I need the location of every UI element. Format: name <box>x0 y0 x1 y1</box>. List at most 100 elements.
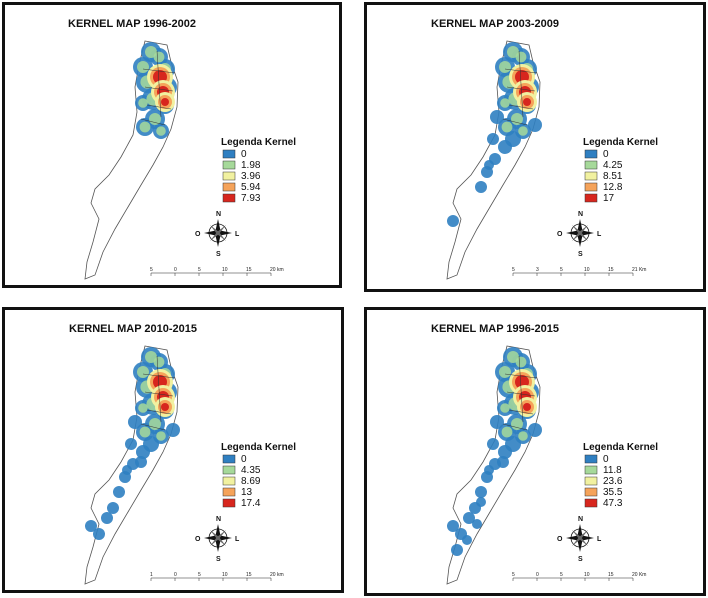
legend-swatch <box>584 465 598 475</box>
compass-label-l: L <box>235 536 240 543</box>
kernel-blob <box>161 98 169 106</box>
scale-label: 15 <box>246 572 252 578</box>
scale-label: 1 <box>150 572 153 578</box>
kernel-blob <box>451 544 463 556</box>
legend-label: 0 <box>603 454 609 465</box>
kernel-blob <box>490 110 504 124</box>
district-boundary <box>140 118 166 126</box>
kernel-blob <box>501 426 513 438</box>
kernel-blob <box>498 140 512 154</box>
legend-swatch <box>584 160 598 170</box>
kernel-blob <box>499 61 511 73</box>
compass-label-s: S <box>578 556 583 563</box>
kernel-blob <box>93 528 105 540</box>
legend-title: Legenda Kernel <box>221 442 296 453</box>
kernel-blob <box>476 497 486 507</box>
kernel-blob <box>498 445 512 459</box>
legend-label: 7.93 <box>241 193 261 204</box>
compass-label-s: S <box>216 556 221 563</box>
legend-label: 3.96 <box>241 171 261 182</box>
legend-swatch <box>222 498 236 508</box>
scale-label: 5 <box>560 267 563 273</box>
compass-rose-icon <box>566 524 594 552</box>
district-boundary <box>156 50 162 118</box>
scale-label: 5 <box>512 572 515 578</box>
map-panel-2010-2015: KERNEL MAP 2010-2015 Legenda Kernel 0 4.35 8… <box>2 307 344 593</box>
legend-swatch <box>584 193 598 203</box>
kernel-blob <box>523 98 531 106</box>
map-panel-1996-2015: KERNEL MAP 1996-2015 Legenda Kernel 0 11.8 2… <box>364 307 706 596</box>
scale-label: 15 <box>246 267 252 273</box>
kernel-blob <box>149 418 161 430</box>
kernel-blob <box>463 512 475 524</box>
district-boundary <box>156 355 162 423</box>
map-panel-1996-2002: KERNEL MAP 1996-2002 Legenda Kernel 0 1.98 3… <box>2 2 342 288</box>
district-boundary <box>504 373 538 379</box>
scale-label: 5 <box>512 267 515 273</box>
district-boundary <box>146 104 172 110</box>
district-boundary <box>140 423 166 431</box>
district-boundary <box>502 118 528 126</box>
legend-swatch <box>222 454 236 464</box>
kernel-blob <box>518 126 528 136</box>
kernel-blob <box>487 438 499 450</box>
legend-title: Legenda Kernel <box>583 137 658 148</box>
district-boundary <box>142 68 176 74</box>
district-boundary <box>144 86 174 92</box>
kernel-blob <box>138 403 148 413</box>
kernel-blob <box>484 160 494 170</box>
legend-label: 8.51 <box>603 171 623 182</box>
district-boundary <box>502 423 528 431</box>
legend-swatch <box>584 498 598 508</box>
legend-swatch <box>222 487 236 497</box>
kernel-blob <box>523 403 531 411</box>
legend-swatch <box>584 171 598 181</box>
legend-label: 11.8 <box>603 465 622 476</box>
legend-swatch <box>222 149 236 159</box>
district-boundary <box>144 391 174 397</box>
kernel-blob <box>528 118 542 132</box>
kernel-blob <box>85 520 97 532</box>
kernel-blob <box>149 113 161 125</box>
map-area <box>446 345 542 585</box>
legend-label: 4.25 <box>603 160 623 171</box>
legend-label: 23.6 <box>603 476 623 487</box>
kernel-blob <box>135 456 147 468</box>
legend-title: Legenda Kernel <box>583 442 658 453</box>
kernel-blob <box>153 51 165 63</box>
scale-label: 15 <box>608 267 614 273</box>
kernel-blob <box>484 465 494 475</box>
map-title: KERNEL MAP 2010-2015 <box>69 323 197 335</box>
legend-swatch <box>584 149 598 159</box>
kernel-blob <box>515 356 527 368</box>
legend-swatch <box>222 476 236 486</box>
kernel-blob <box>515 51 527 63</box>
district-boundary <box>508 409 534 415</box>
compass-rose-icon <box>204 524 232 552</box>
district-boundary <box>142 373 176 379</box>
legend-label: 1.98 <box>241 160 261 171</box>
district-boundary <box>506 86 536 92</box>
legend-swatch <box>222 193 236 203</box>
map-title: KERNEL MAP 1996-2015 <box>431 323 559 335</box>
legend-swatch <box>222 160 236 170</box>
kernel-blob <box>511 418 523 430</box>
legend-label: 17.4 <box>241 498 261 509</box>
kernel-blob <box>166 423 180 437</box>
kernel-blob <box>511 113 523 125</box>
compass-label-n: N <box>216 211 221 218</box>
scale-label: 0 <box>536 572 539 578</box>
compass-label-o: O <box>195 231 201 238</box>
legend-swatch <box>222 465 236 475</box>
scale-label: 10 <box>222 572 228 578</box>
scale-label: 5 <box>198 572 201 578</box>
compass-label-s: S <box>578 251 583 258</box>
scale-label: 10 <box>584 572 590 578</box>
legend-label: 4.35 <box>241 465 261 476</box>
compass-label-s: S <box>216 251 221 258</box>
legend-swatch <box>584 487 598 497</box>
compass-label-o: O <box>557 536 563 543</box>
scale-label: 0 <box>174 267 177 273</box>
